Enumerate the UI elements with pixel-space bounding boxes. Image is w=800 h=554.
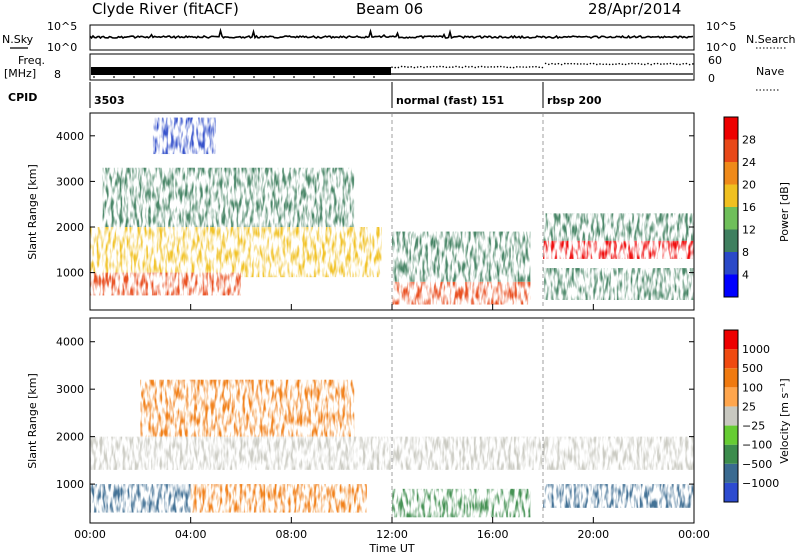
velocity-region-2 [190,484,367,513]
station-title: Clyde River (fitACF) [92,0,239,18]
velocity-region-1 [90,484,191,513]
colorbar-swatch [724,406,738,426]
power-colorbar: 4 8 12 16 20 24 28 [723,116,756,298]
velocity-colorbar-tick: 500 [742,362,763,375]
power-panel: 1000 2000 3000 4000 [56,112,695,311]
velocity-colorbar-tick: 25 [742,400,756,413]
velocity-region-3 [140,379,355,437]
x-tick-label: 00:00 [74,528,106,541]
power-region-7 [543,268,694,300]
nave-tick-top: 60 [708,54,722,67]
freq-strip: Freq. [MHz] 8 60 0 Nave [4,53,784,91]
velocity-panel: 1000 2000 3000 4000 [56,317,695,524]
power-colorbar-tick: 12 [742,224,756,237]
freq-tick: 8 [54,68,61,81]
power-y-axis-label: Slant Range [km] [26,164,39,260]
freq-unit: [MHz] [4,67,36,80]
x-tick-label: 12:00 [376,528,408,541]
y-tick-label: 1000 [56,267,84,280]
y-tick-label: 4000 [56,336,84,349]
time-axis: 00:00 04:00 08:00 12:00 16:00 20:00 00:00 [74,304,710,541]
power-region-3 [152,117,216,155]
power-colorbar-tick: 20 [742,179,756,192]
date-title: 28/Apr/2014 [588,0,681,18]
colorbar-swatch [724,252,738,275]
colorbar-swatch [724,162,738,185]
nsearch-tick-bottom: 10^0 [706,41,736,54]
velocity-y-axis-label: Slant Range [km] [26,373,39,469]
cpid-strip: CPID 3503 normal (fast) 151 rbsp 200 [8,82,602,108]
beam-title: Beam 06 [356,0,423,18]
y-tick-label: 3000 [56,383,84,396]
power-region-0 [90,227,382,278]
y-tick-label: 3000 [56,175,84,188]
colorbar-swatch [724,117,738,140]
y-tick-label: 4000 [56,130,84,143]
freq-label: Freq. [18,54,45,67]
power-region-2 [102,167,355,228]
x-axis-label: Time UT [368,542,414,554]
power-colorbar-label: Power [dB] [778,182,791,242]
velocity-colorbar-tick: 1000 [742,343,770,356]
power-region-1 [90,272,241,296]
power-colorbar-tick: 28 [742,134,756,147]
colorbar-swatch [724,229,738,252]
nsky-tick-bottom: 10^0 [47,41,77,54]
velocity-colorbar-tick: −25 [742,420,765,433]
power-heatmap [90,117,694,305]
colorbar-swatch [724,425,738,445]
velocity-colorbar-label: Velocity [m s⁻¹] [778,378,791,463]
velocity-colorbar: 1000 500 100 25 −25 −100 −500 −1000 [723,329,779,503]
nave-tick-bottom: 0 [708,72,715,85]
velocity-colorbar-tick: −500 [742,458,772,471]
nave-label: Nave [756,65,784,78]
velocity-colorbar-tick: 100 [742,381,763,394]
y-tick-label: 1000 [56,478,84,491]
nsky-tick-top: 10^5 [47,20,77,33]
nsky-label: N.Sky [2,33,34,46]
cpid-segment-label: rbsp 200 [547,94,602,107]
cpid-label: CPID [8,91,37,104]
power-region-6 [543,240,694,259]
y-tick-label: 2000 [56,431,84,444]
colorbar-swatch [724,330,738,350]
power-colorbar-tick: 16 [742,201,756,214]
power-region-4 [392,281,531,305]
power-region-8 [543,213,694,241]
nsearch-tick-top: 10^5 [706,20,736,33]
x-tick-label: 04:00 [175,528,207,541]
cpid-segment-label: 3503 [94,94,125,107]
power-colorbar-tick: 4 [742,269,749,282]
cpid-segment-label: normal (fast) 151 [396,94,504,107]
noise-sky-trace [89,27,694,40]
velocity-region-5 [543,484,694,508]
colorbar-swatch [724,274,738,297]
colorbar-swatch [724,463,738,483]
power-region-5 [392,231,531,282]
colorbar-swatch [724,368,738,388]
colorbar-swatch [724,444,738,464]
power-colorbar-tick: 24 [742,156,756,169]
power-colorbar-tick: 8 [742,246,749,259]
colorbar-swatch [724,207,738,230]
x-tick-label: 00:00 [678,528,710,541]
colorbar-swatch [724,139,738,162]
freq-band [91,67,391,75]
colorbar-swatch [724,184,738,207]
colorbar-swatch [724,482,738,502]
x-tick-label: 08:00 [275,528,307,541]
colorbar-swatch [724,387,738,407]
velocity-colorbar-tick: −100 [742,439,772,452]
y-tick-label: 2000 [56,221,84,234]
colorbar-swatch [724,349,738,369]
velocity-region-4 [392,488,531,518]
x-tick-label: 20:00 [577,528,609,541]
nsearch-label: N.Search [746,33,796,46]
x-tick-label: 16:00 [477,528,509,541]
nave-dots [93,62,694,78]
noise-strip: N.Sky 10^5 10^0 10^5 10^0 N.Search [2,20,796,54]
velocity-colorbar-tick: −1000 [742,477,779,490]
